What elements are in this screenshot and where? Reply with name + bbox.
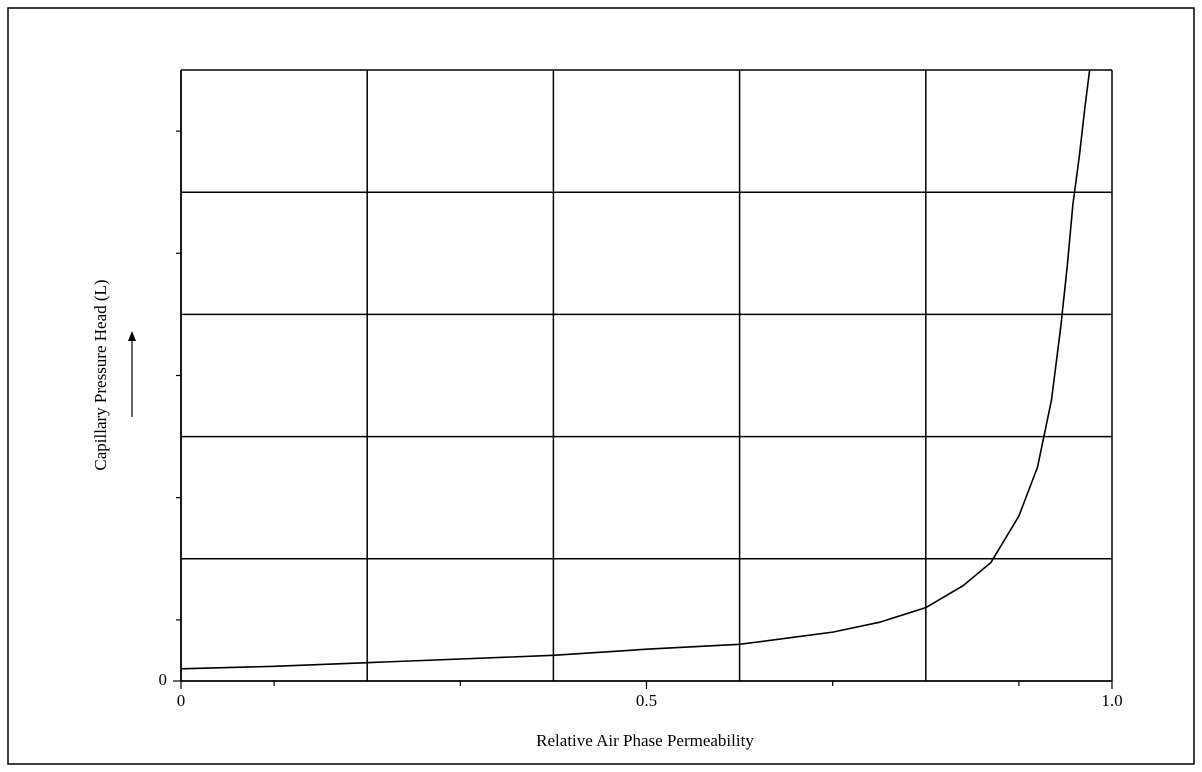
x-tick-label: 0 [177,691,186,710]
y-axis-label: Capillary Pressure Head (L) [91,279,110,470]
x-axis-label: Relative Air Phase Permeability [536,731,754,750]
data-line [180,69,1091,670]
y-tick-label: 0 [159,670,168,689]
x-tick-label: 1.0 [1101,691,1122,710]
y-arrow-head [128,331,136,341]
frame [7,7,1195,765]
x-tick-label: 0.5 [636,691,657,710]
